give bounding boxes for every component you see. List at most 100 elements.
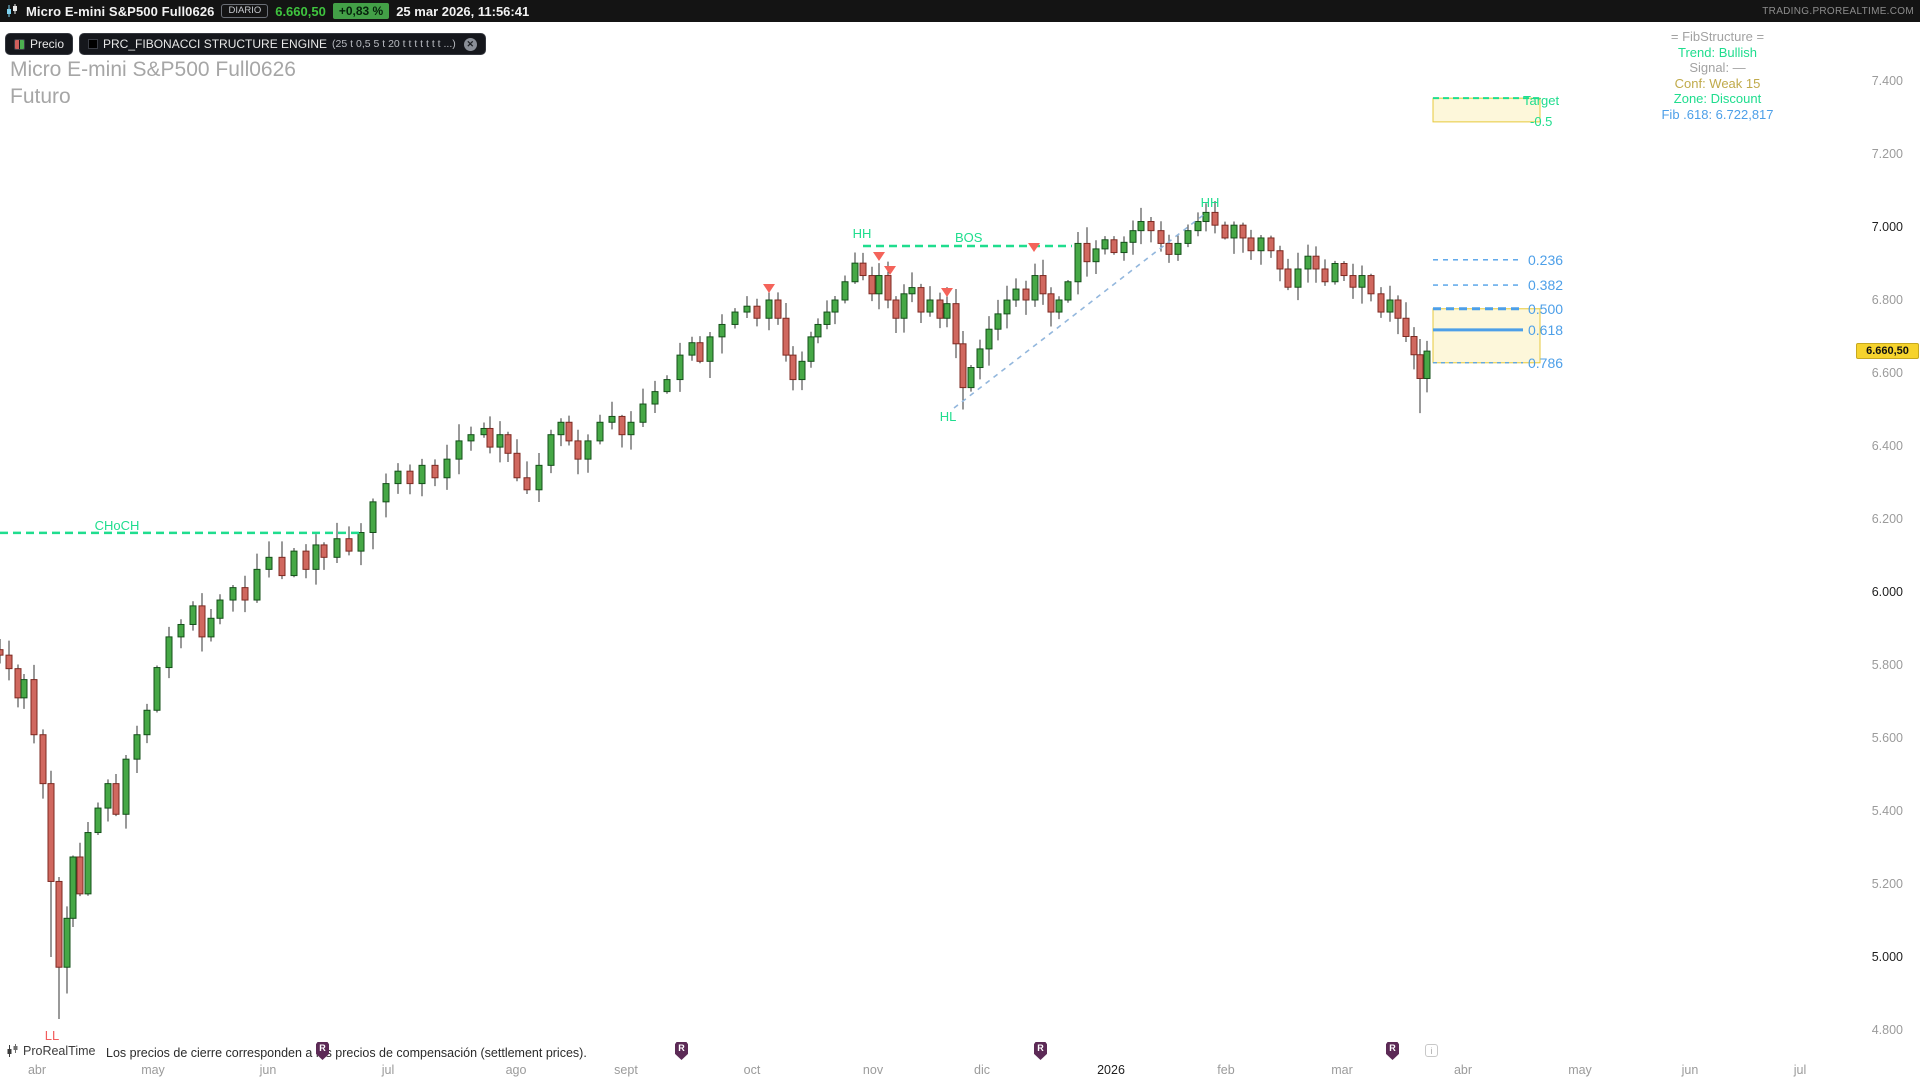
time-axis-label: abr: [28, 1063, 46, 1077]
candle-body: [302, 550, 310, 570]
sell-signal-marker-icon: [941, 288, 953, 297]
candle-body: [47, 783, 55, 882]
fib-panel-trend: Trend: Bullish: [1678, 44, 1757, 60]
candle-body: [406, 470, 414, 485]
candle-body: [884, 275, 892, 301]
price-axis-label: 7.200: [1872, 147, 1903, 161]
settlement-disclaimer: Los precios de cierre corresponden a los…: [106, 1046, 587, 1060]
candle-body: [1165, 242, 1173, 255]
candle-body: [1321, 268, 1329, 283]
candle-body: [216, 599, 224, 619]
candle-body: [743, 305, 751, 313]
candle-body: [5, 654, 13, 670]
candle-body: [976, 348, 984, 369]
candle-body: [639, 403, 647, 423]
candle-body: [1110, 239, 1118, 254]
candle-body: [1221, 224, 1229, 239]
close-icon[interactable]: ✕: [463, 37, 477, 51]
sell-signal-marker-icon: [763, 284, 775, 293]
candle-body: [596, 421, 604, 442]
candle-body: [1074, 242, 1082, 283]
candle-body: [177, 623, 185, 638]
candle-body: [618, 415, 626, 436]
candle-body: [547, 434, 555, 466]
top-bar: Micro E-mini S&P500 Full0626 DIARIO 6.66…: [0, 0, 1920, 22]
info-icon[interactable]: i: [1425, 1044, 1438, 1057]
timeframe-badge[interactable]: DIARIO: [221, 4, 269, 18]
tab-indicator-params: (25 t 0,5 5 t 20 t t t t t t t ...): [332, 38, 456, 50]
candle-body: [823, 311, 831, 325]
time-axis-label: feb: [1217, 1063, 1234, 1077]
candle-body: [165, 636, 173, 669]
candle-body: [1202, 211, 1210, 223]
candle-body: [774, 299, 782, 319]
candle-body: [535, 464, 543, 491]
candle-body: [84, 832, 92, 895]
candle-body: [900, 293, 908, 319]
instrument-title: Micro E-mini S&P500 Full0626: [26, 3, 215, 19]
candle-body: [143, 709, 151, 736]
indicator-swatch-icon: [88, 39, 99, 49]
candle-body: [1137, 221, 1145, 232]
candle-body: [676, 354, 684, 381]
candle-body: [1312, 255, 1320, 270]
candle-body: [1022, 288, 1030, 301]
candle-body: [574, 440, 582, 460]
instrument-watermark: Micro E-mini S&P500 Full0626 Futuro: [10, 56, 296, 110]
candle-body: [1064, 281, 1072, 301]
time-axis-label: ago: [506, 1063, 527, 1077]
sell-signal-marker-icon: [873, 252, 885, 261]
candle-body: [814, 323, 822, 338]
swing-label-hh: HH: [1201, 195, 1220, 210]
fibstructure-info-panel: = FibStructure = Trend: Bullish Signal: …: [1615, 29, 1820, 122]
target-ext-label: -0.5: [1530, 114, 1552, 129]
candle-body: [1294, 268, 1302, 288]
candle-body: [153, 667, 161, 711]
target-label: Target: [1523, 93, 1560, 108]
time-axis-label: abr: [1454, 1063, 1472, 1077]
watermark-line2: Futuro: [10, 85, 71, 108]
candle-body: [480, 427, 488, 436]
sell-signal-marker-icon: [884, 266, 896, 275]
fib-level-label-0.500: 0.500: [1528, 301, 1563, 317]
candle-body: [504, 434, 512, 454]
candle-body: [936, 299, 944, 319]
candle-body: [312, 544, 320, 570]
candle-body: [1129, 230, 1137, 243]
candle-body: [765, 299, 773, 319]
price-axis-label: 6.800: [1872, 293, 1903, 307]
prorealtime-logo-icon: [7, 1044, 18, 1057]
rollover-marker-badge[interactable]: R: [316, 1042, 329, 1060]
candle-body: [789, 354, 797, 381]
candle-body: [229, 587, 237, 601]
time-axis-label: jun: [1681, 1063, 1699, 1077]
candle-body: [807, 336, 815, 362]
price-axis-label: 5.600: [1872, 731, 1903, 745]
structure-annotations: [0, 97, 1541, 535]
price-axis-label: 4.800: [1872, 1023, 1903, 1037]
candle-body: [333, 538, 341, 558]
candle-body: [1386, 299, 1394, 313]
candle-body: [455, 440, 463, 460]
rollover-marker-badge[interactable]: R: [1386, 1042, 1399, 1060]
candle-body: [782, 317, 790, 356]
rollover-marker-badge[interactable]: R: [675, 1042, 688, 1060]
candle-body: [851, 262, 859, 283]
current-price-badge: 6.660,50: [1856, 343, 1919, 359]
candle-body: [1047, 293, 1055, 313]
tab-indicator[interactable]: PRC_FIBONACCI STRUCTURE ENGINE (25 t 0,5…: [79, 33, 486, 55]
candle-body: [841, 281, 849, 301]
candle-body: [357, 532, 365, 552]
candle-body: [1101, 239, 1109, 250]
candle-body: [122, 758, 130, 815]
candle-body: [198, 605, 206, 638]
tab-price-label: Precio: [30, 37, 65, 51]
candle-body: [290, 550, 298, 577]
time-axis-label: may: [1568, 1063, 1592, 1077]
tab-price[interactable]: Precio: [5, 33, 74, 55]
candle-body: [663, 379, 671, 393]
rollover-marker-badge[interactable]: R: [1034, 1042, 1047, 1060]
price-axis: 7.400 7.200 7.000 6.800 6.600 6.400 6.200 6.000…: [1872, 74, 1903, 1037]
candle-body: [369, 501, 377, 534]
